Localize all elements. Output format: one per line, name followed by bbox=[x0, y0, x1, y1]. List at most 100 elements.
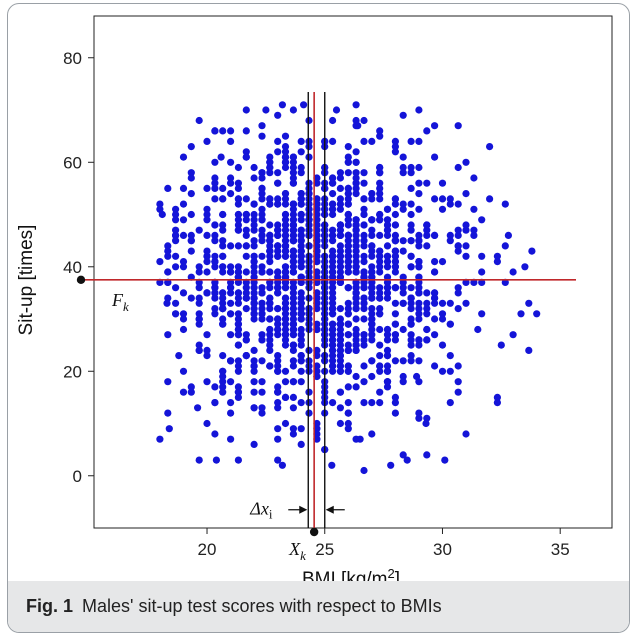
data-point bbox=[305, 184, 313, 192]
data-point bbox=[305, 268, 313, 276]
data-point bbox=[368, 315, 376, 323]
data-point bbox=[219, 299, 227, 307]
data-point bbox=[329, 263, 337, 271]
data-point bbox=[368, 305, 376, 313]
data-point bbox=[368, 137, 376, 145]
data-point bbox=[219, 263, 227, 271]
data-point bbox=[258, 310, 266, 318]
data-point bbox=[383, 336, 392, 344]
data-point bbox=[415, 414, 423, 422]
data-point bbox=[391, 284, 399, 292]
data-point bbox=[234, 310, 242, 318]
data-point bbox=[258, 331, 266, 339]
data-point bbox=[234, 388, 242, 396]
data-point bbox=[376, 367, 384, 375]
data-point bbox=[376, 190, 384, 198]
data-point bbox=[297, 315, 305, 323]
data-point bbox=[352, 221, 360, 229]
data-point bbox=[399, 299, 407, 307]
figure-number: Fig. 1 bbox=[26, 596, 74, 616]
data-point bbox=[250, 242, 258, 250]
data-point bbox=[281, 341, 290, 349]
data-point bbox=[313, 430, 321, 438]
data-point bbox=[179, 200, 188, 208]
data-point bbox=[242, 268, 250, 276]
xk-label: Xk bbox=[288, 539, 306, 563]
data-point bbox=[211, 430, 219, 438]
data-point bbox=[407, 341, 415, 349]
data-point bbox=[360, 378, 368, 386]
data-point bbox=[258, 122, 266, 130]
data-point bbox=[446, 367, 454, 375]
data-point bbox=[352, 237, 360, 245]
data-point bbox=[462, 221, 470, 229]
data-point bbox=[172, 205, 180, 213]
data-point bbox=[281, 284, 290, 292]
data-point bbox=[391, 237, 399, 245]
data-point bbox=[399, 289, 407, 297]
data-point bbox=[203, 137, 211, 145]
data-point bbox=[329, 226, 337, 234]
data-point bbox=[344, 221, 352, 229]
data-point bbox=[234, 289, 242, 297]
data-point bbox=[289, 299, 297, 307]
data-point bbox=[415, 106, 423, 114]
data-point bbox=[329, 258, 337, 266]
data-point bbox=[470, 231, 478, 239]
data-point bbox=[227, 263, 235, 271]
data-point bbox=[344, 409, 352, 417]
data-point bbox=[368, 263, 376, 271]
data-point bbox=[234, 325, 242, 334]
data-point bbox=[250, 226, 258, 234]
data-point bbox=[352, 226, 360, 234]
data-point bbox=[407, 299, 415, 307]
data-point bbox=[289, 357, 297, 365]
data-point bbox=[525, 346, 533, 354]
data-point bbox=[431, 362, 439, 370]
data-point bbox=[297, 399, 305, 407]
data-point bbox=[329, 268, 337, 276]
x-tick-label: 25 bbox=[315, 540, 334, 559]
data-point bbox=[376, 263, 384, 271]
data-point bbox=[281, 294, 290, 302]
data-point bbox=[352, 372, 360, 381]
data-point bbox=[423, 325, 431, 334]
data-point bbox=[407, 284, 415, 292]
data-point bbox=[360, 205, 368, 213]
data-point bbox=[431, 331, 439, 339]
data-point bbox=[344, 216, 352, 224]
data-point bbox=[297, 289, 305, 297]
data-point bbox=[203, 258, 211, 266]
data-point bbox=[368, 399, 376, 407]
data-point bbox=[438, 367, 447, 375]
data-point bbox=[281, 231, 290, 239]
data-point bbox=[354, 122, 362, 130]
data-point bbox=[305, 367, 313, 375]
data-point bbox=[313, 258, 321, 266]
data-point bbox=[258, 284, 266, 292]
data-point bbox=[336, 315, 344, 323]
data-point bbox=[242, 336, 250, 344]
data-point bbox=[313, 294, 321, 302]
data-point bbox=[266, 195, 274, 203]
data-point bbox=[211, 399, 219, 407]
data-point bbox=[211, 174, 219, 182]
data-point bbox=[211, 221, 219, 229]
data-point bbox=[219, 184, 227, 192]
data-point bbox=[289, 331, 297, 339]
data-point bbox=[431, 231, 439, 239]
data-point bbox=[336, 174, 344, 182]
data-point bbox=[258, 336, 266, 344]
data-point bbox=[219, 378, 227, 386]
data-point bbox=[305, 205, 313, 213]
data-point bbox=[281, 378, 290, 386]
data-point bbox=[313, 205, 321, 213]
data-point bbox=[163, 299, 171, 307]
reference-lines bbox=[76, 92, 576, 537]
data-point bbox=[211, 237, 219, 245]
data-point bbox=[336, 263, 344, 271]
data-point bbox=[454, 305, 462, 313]
data-point bbox=[250, 367, 258, 375]
data-point bbox=[274, 315, 282, 323]
data-point bbox=[179, 367, 188, 375]
